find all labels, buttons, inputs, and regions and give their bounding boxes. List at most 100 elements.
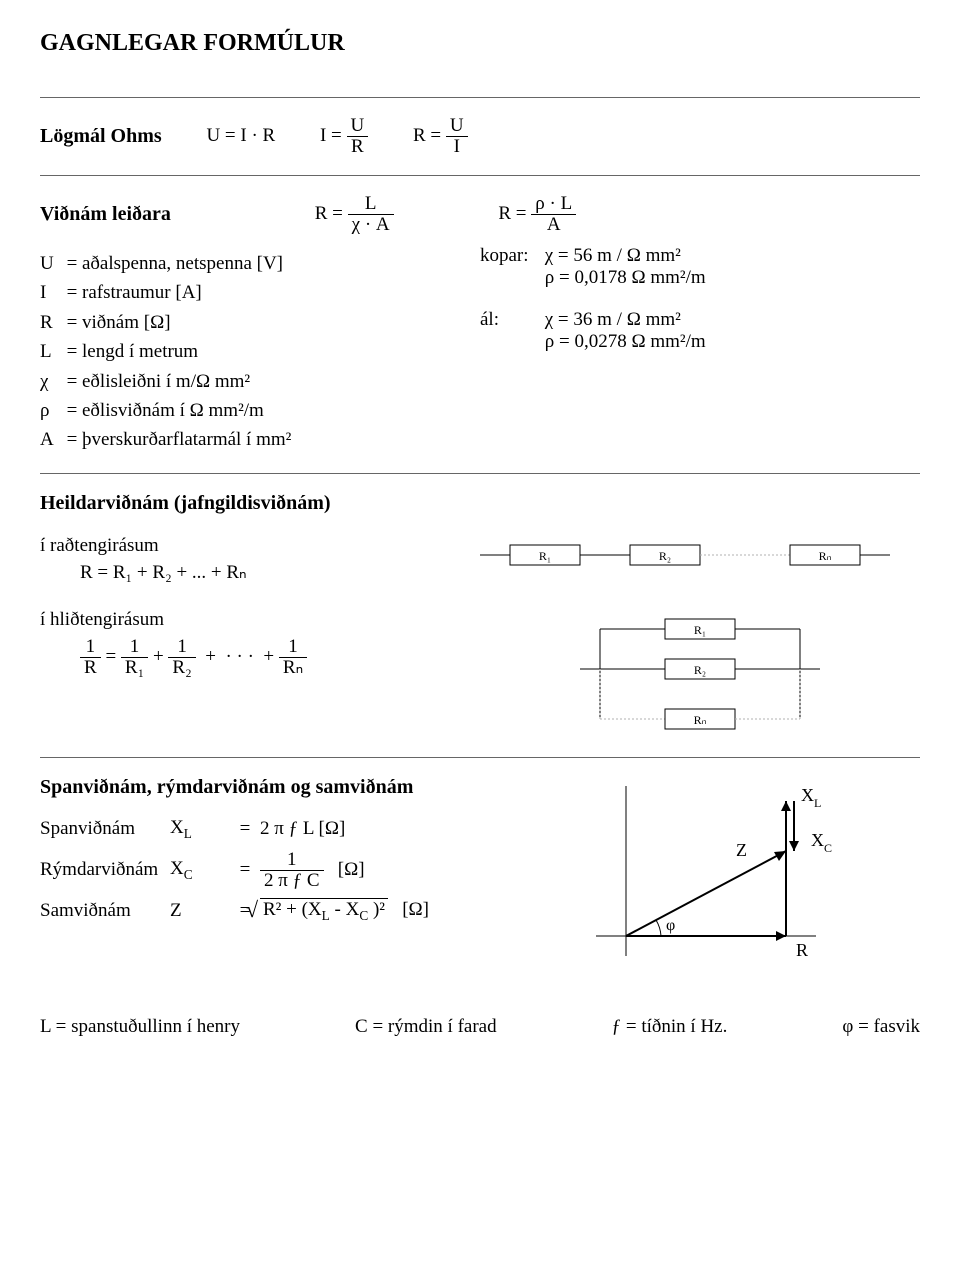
wire-body: U=aðalspenna, netspenna [V] I=rafstraumu… (40, 235, 920, 455)
ohm-r-den: I (446, 137, 468, 157)
xc-frac: 1 2 π ƒ C (260, 850, 324, 891)
svg-text:R₁: R₁ (694, 623, 706, 637)
wire-r2-den: A (531, 215, 576, 235)
svg-text:C: C (824, 841, 832, 855)
parallel-block: í hliðtengirásum 1R = 1R₁ + 1R₂ + · · · … (40, 609, 920, 739)
page-title: GAGNLEGAR FORMÚLUR (40, 30, 920, 57)
wire-r2: R = ρ · L A (498, 194, 576, 235)
z-sym: Z (170, 900, 230, 922)
def-u: aðalspenna, netspenna [V] (82, 253, 283, 274)
kopar-rho: ρ = 0,0178 Ω mm²/m (545, 267, 706, 289)
fig-rn: Rₙ (819, 549, 832, 563)
xc-den: 2 π ƒ C (260, 871, 324, 891)
divider (40, 175, 920, 176)
series-block: í raðtengirásum R = R₁ + R₂ + ... + Rₙ R… (40, 535, 920, 584)
al-chi: χ = 36 m / Ω mm² (545, 309, 706, 331)
xc-unit: [Ω] (338, 858, 365, 879)
xl-sym: X (170, 817, 184, 838)
z-sqrt-sub2: C (359, 908, 368, 923)
z-unit: [Ω] (402, 899, 429, 920)
svg-text:R: R (796, 940, 808, 960)
al-label: ál: (480, 309, 540, 331)
foot-f: ƒ = tíðnin í Hz. (612, 1016, 728, 1038)
z-sqrt-mid: - X (330, 899, 360, 920)
xl-row: Spanviðnám XL = 2 π ƒ L [Ω] (40, 817, 586, 842)
wire-row: Viðnám leiðara R = L χ · A R = ρ · L A (40, 194, 920, 235)
reactance-heading: Spanviðnám, rýmdarviðnám og samviðnám (40, 776, 586, 799)
foot-l: L = spanstuðullinn í henry (40, 1016, 240, 1038)
par-dots: · · · (225, 646, 253, 667)
ohm-r-num: U (446, 116, 468, 137)
svg-text:L: L (814, 796, 821, 810)
par-lhs-num: 1 (80, 637, 101, 658)
def-r: viðnám [Ω] (82, 312, 171, 333)
svg-text:Z: Z (736, 840, 747, 860)
parallel-label: í hliðtengirásum (40, 609, 480, 631)
foot-c: C = rýmdin í farad (355, 1016, 497, 1038)
ohm-u-eq: U = I · R (206, 125, 275, 147)
par-t1-num: 1 (121, 637, 148, 658)
xc-row: Rýmdarviðnám XC = 1 2 π ƒ C [Ω] (40, 850, 586, 891)
par-lhs-den: R (80, 658, 101, 678)
ohm-heading: Lögmál Ohms (40, 125, 162, 148)
wire-r1: R = L χ · A (315, 194, 394, 235)
ohm-r-lhs: R = (413, 125, 441, 146)
z-sqrt-sub1: L (322, 908, 330, 923)
ohm-i-num: U (347, 116, 369, 137)
wire-r1-den: χ · A (348, 215, 394, 235)
reactance-block: Spanviðnám, rýmdarviðnám og samviðnám Sp… (40, 776, 920, 986)
vector-figure: R X L X C Z φ (586, 776, 920, 986)
series-eq: R = R₁ + R₂ + ... + Rₙ (80, 561, 480, 584)
par-tn-den: Rₙ (279, 658, 307, 678)
svg-text:φ: φ (666, 917, 675, 934)
def-chi: eðlisleiðni í m/Ω mm² (82, 371, 250, 392)
def-l: lengd í metrum (82, 341, 198, 362)
wire-r2-lhs: R = (498, 203, 526, 224)
wire-heading: Viðnám leiðara (40, 203, 270, 226)
parallel-figure: R₁ R₂ Rₙ (480, 609, 960, 739)
al-rho: ρ = 0,0278 Ω mm²/m (545, 331, 706, 353)
foot-phi: φ = fasvik (842, 1016, 920, 1038)
svg-text:Rₙ: Rₙ (694, 713, 707, 727)
wire-r2-num: ρ · L (531, 194, 576, 215)
z-row: Samviðnám Z = √ R² + (XL - XC )² [Ω] (40, 898, 586, 924)
total-r-heading: Heildarviðnám (jafngildisviðnám) (40, 492, 920, 515)
fig-r2: R₂ (659, 549, 671, 563)
wire-r2-frac: ρ · L A (531, 194, 576, 235)
def-rho: eðlisviðnám í Ω mm²/m (82, 400, 264, 421)
xc-sym: X (170, 858, 184, 879)
par-t2-den: R₂ (168, 658, 195, 678)
z-name: Samviðnám (40, 900, 170, 922)
z-sqrt-tail: )² (368, 899, 385, 920)
ohm-i-den: R (347, 137, 369, 157)
fig-r1: R₁ (539, 549, 551, 563)
wire-r1-frac: L χ · A (348, 194, 394, 235)
par-t1-den: R₁ (121, 658, 148, 678)
ohm-r-frac: U I (446, 116, 468, 157)
xl-expr: 2 π ƒ L [Ω] (260, 818, 586, 840)
xc-sub: C (184, 866, 193, 881)
divider (40, 97, 920, 98)
ohm-r-eq: R = U I (413, 116, 468, 157)
kopar-label: kopar: (480, 245, 540, 267)
z-sqrt: √ R² + (XL - XC )² (260, 898, 388, 924)
series-label: í raðtengirásum (40, 535, 480, 557)
def-a: þverskurðarflatarmál í mm² (82, 429, 291, 450)
ohm-row: Lögmál Ohms U = I · R I = U R R = U I (40, 116, 920, 157)
svg-text:R₂: R₂ (694, 663, 706, 677)
def-i: rafstraumur [A] (82, 282, 202, 303)
kopar-chi: χ = 56 m / Ω mm² (545, 245, 706, 267)
material-constants: kopar: χ = 56 m / Ω mm² ρ = 0,0178 Ω mm²… (480, 235, 920, 353)
ohm-i-lhs: I = (320, 125, 342, 146)
par-tn-num: 1 (279, 637, 307, 658)
ohm-i-eq: I = U R (320, 116, 368, 157)
symbol-defs: U=aðalspenna, netspenna [V] I=rafstraumu… (40, 249, 480, 455)
svg-text:X: X (811, 830, 824, 850)
z-sqrt-1: R² + (X (263, 899, 322, 920)
footer-defs: L = spanstuðullinn í henry C = rýmdin í … (40, 1016, 920, 1038)
ohm-i-frac: U R (347, 116, 369, 157)
xl-name: Spanviðnám (40, 818, 170, 840)
page: GAGNLEGAR FORMÚLUR Lögmál Ohms U = I · R… (0, 0, 960, 1088)
divider (40, 473, 920, 474)
series-figure: R₁ R₂ Rₙ (480, 535, 920, 575)
